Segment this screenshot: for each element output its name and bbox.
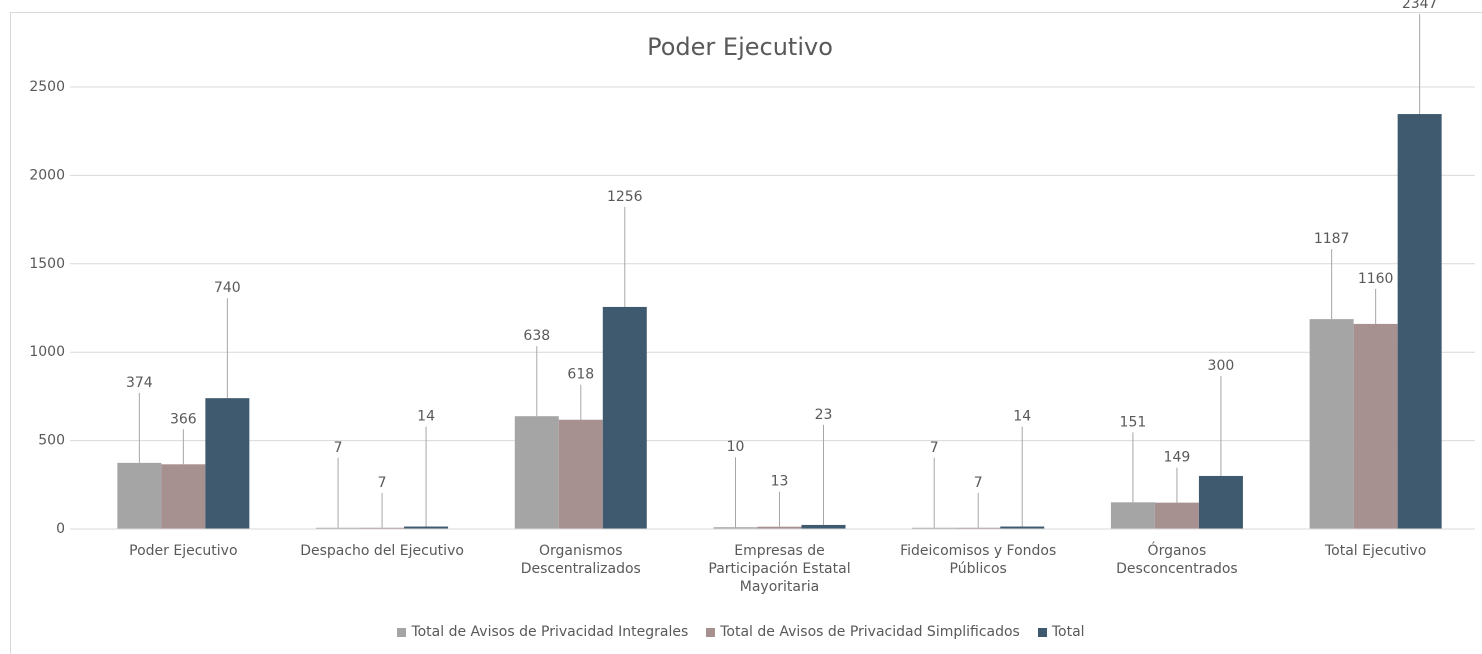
legend-item: Total	[1037, 624, 1085, 640]
data-label: 1160	[1358, 271, 1394, 287]
x-tick-label: Total Ejecutivo	[1324, 543, 1427, 559]
bar	[117, 462, 162, 529]
bar	[205, 398, 250, 529]
legend-swatch	[706, 627, 716, 637]
bar	[713, 527, 758, 529]
bar	[514, 416, 559, 529]
legend-label: Total de Avisos de Privacidad Simplifica…	[720, 624, 1020, 640]
bar	[1353, 323, 1398, 529]
data-label: 366	[170, 411, 197, 427]
bar	[1198, 475, 1243, 529]
bar	[801, 524, 846, 529]
y-tick-label: 500	[38, 433, 65, 449]
y-tick-label: 0	[56, 521, 65, 537]
data-label: 740	[214, 280, 241, 296]
data-label: 7	[930, 440, 939, 456]
x-tick-label: Despacho del Ejecutivo	[300, 543, 464, 559]
legend-swatch	[1037, 627, 1047, 637]
bar	[1154, 502, 1199, 529]
bar	[1309, 319, 1354, 529]
bar	[558, 419, 603, 529]
data-label: 151	[1120, 414, 1147, 430]
bar	[1397, 114, 1442, 529]
data-label: 1187	[1314, 231, 1350, 247]
data-label: 618	[567, 367, 594, 383]
x-tick-label: Órganos Desconcentrados	[1116, 543, 1238, 577]
data-label: 10	[727, 439, 745, 455]
data-label: 7	[378, 475, 387, 491]
data-label: 14	[417, 409, 435, 425]
bar	[956, 527, 1001, 529]
data-label: 300	[1208, 358, 1235, 374]
y-tick-label: 1500	[29, 256, 65, 272]
bar	[912, 527, 957, 529]
x-tick-label: Fideicomisos y Fondos Públicos	[900, 543, 1057, 577]
x-tick-label: Organismos Descentralizados	[520, 543, 641, 577]
data-label: 23	[815, 407, 833, 423]
bar	[602, 306, 647, 529]
bar	[360, 527, 405, 529]
bar	[1000, 526, 1045, 529]
x-tick-label: Poder Ejecutivo	[129, 543, 238, 559]
data-label: 638	[523, 328, 550, 344]
y-tick-label: 1000	[29, 344, 65, 360]
data-label: 7	[974, 475, 983, 491]
y-tick-label: 2000	[29, 167, 65, 183]
data-label: 1256	[607, 189, 643, 205]
legend: Total de Avisos de Privacidad Integrales…	[0, 624, 1482, 640]
chart-border	[10, 12, 1482, 654]
data-label: 374	[126, 375, 153, 391]
data-label: 13	[771, 474, 789, 490]
legend-swatch	[397, 627, 407, 637]
bar	[1110, 502, 1155, 529]
legend-label: Total de Avisos de Privacidad Integrales	[411, 624, 689, 640]
data-label: 14	[1013, 409, 1031, 425]
legend-item: Total de Avisos de Privacidad Simplifica…	[706, 624, 1020, 640]
data-label: 2347	[1402, 0, 1438, 12]
legend-item: Total de Avisos de Privacidad Integrales	[397, 624, 688, 640]
chart-title: Poder Ejecutivo	[647, 33, 833, 61]
data-label: 7	[334, 440, 343, 456]
data-label: 149	[1164, 450, 1191, 466]
bar	[757, 526, 802, 529]
x-tick-label: Empresas de Participación Estatal Mayori…	[708, 543, 851, 595]
y-tick-label: 2500	[29, 79, 65, 95]
bar	[161, 464, 206, 529]
legend-label: Total	[1051, 624, 1085, 640]
bar	[404, 526, 449, 529]
bar	[316, 527, 361, 529]
